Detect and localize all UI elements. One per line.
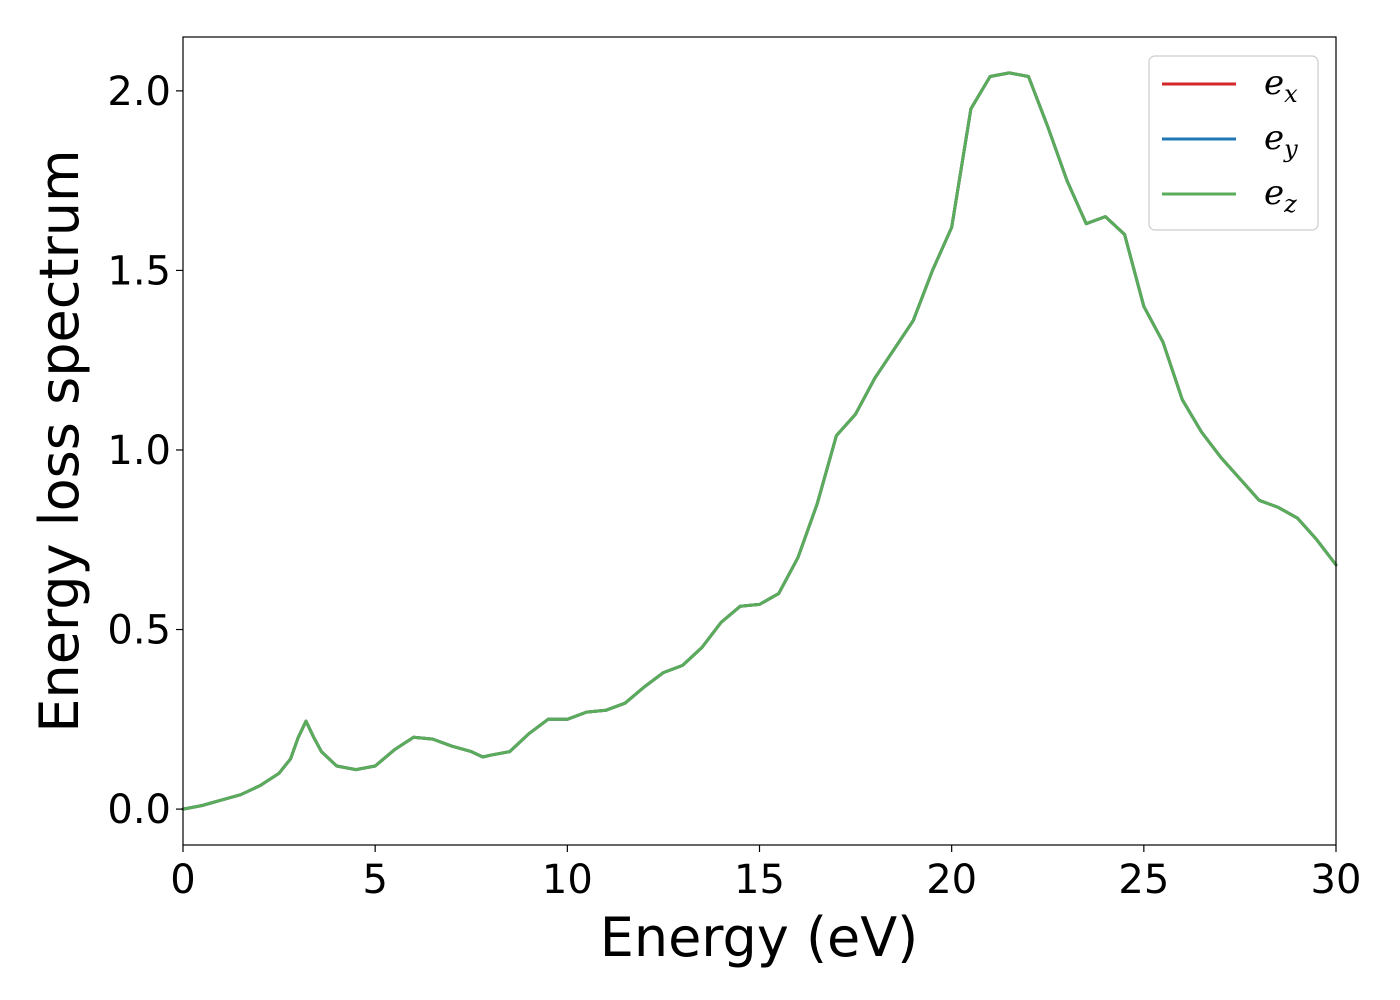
x-tick-label: 15 (734, 857, 785, 903)
y-axis-label: Energy loss spectrum (28, 149, 91, 732)
legend-label-ex: ex (1264, 63, 1298, 108)
y-tick-label: 1.0 (107, 428, 171, 474)
y-tick-label: 0.5 (107, 608, 171, 654)
x-tick-label: 5 (362, 857, 387, 903)
x-axis-ticks: 0 5 10 15 20 25 30 (170, 845, 1361, 903)
series-line-ez (181, 71, 1338, 811)
x-tick-label: 30 (1311, 857, 1362, 903)
y-tick-label: 0.0 (107, 787, 171, 833)
x-tick-label: 10 (542, 857, 593, 903)
x-tick-label: 20 (926, 857, 977, 903)
y-tick-label: 1.5 (107, 248, 171, 294)
y-tick-label: 2.0 (107, 69, 171, 115)
x-tick-label: 25 (1118, 857, 1169, 903)
legend-box (1148, 55, 1319, 231)
x-axis-label: Energy (eV) (600, 906, 919, 969)
series-layer (181, 71, 1338, 811)
y-axis-ticks: 0.0 0.5 1.0 1.5 2.0 (107, 69, 183, 833)
x-tick-label: 0 (170, 857, 195, 903)
legend-label-ey: ey (1264, 118, 1298, 163)
